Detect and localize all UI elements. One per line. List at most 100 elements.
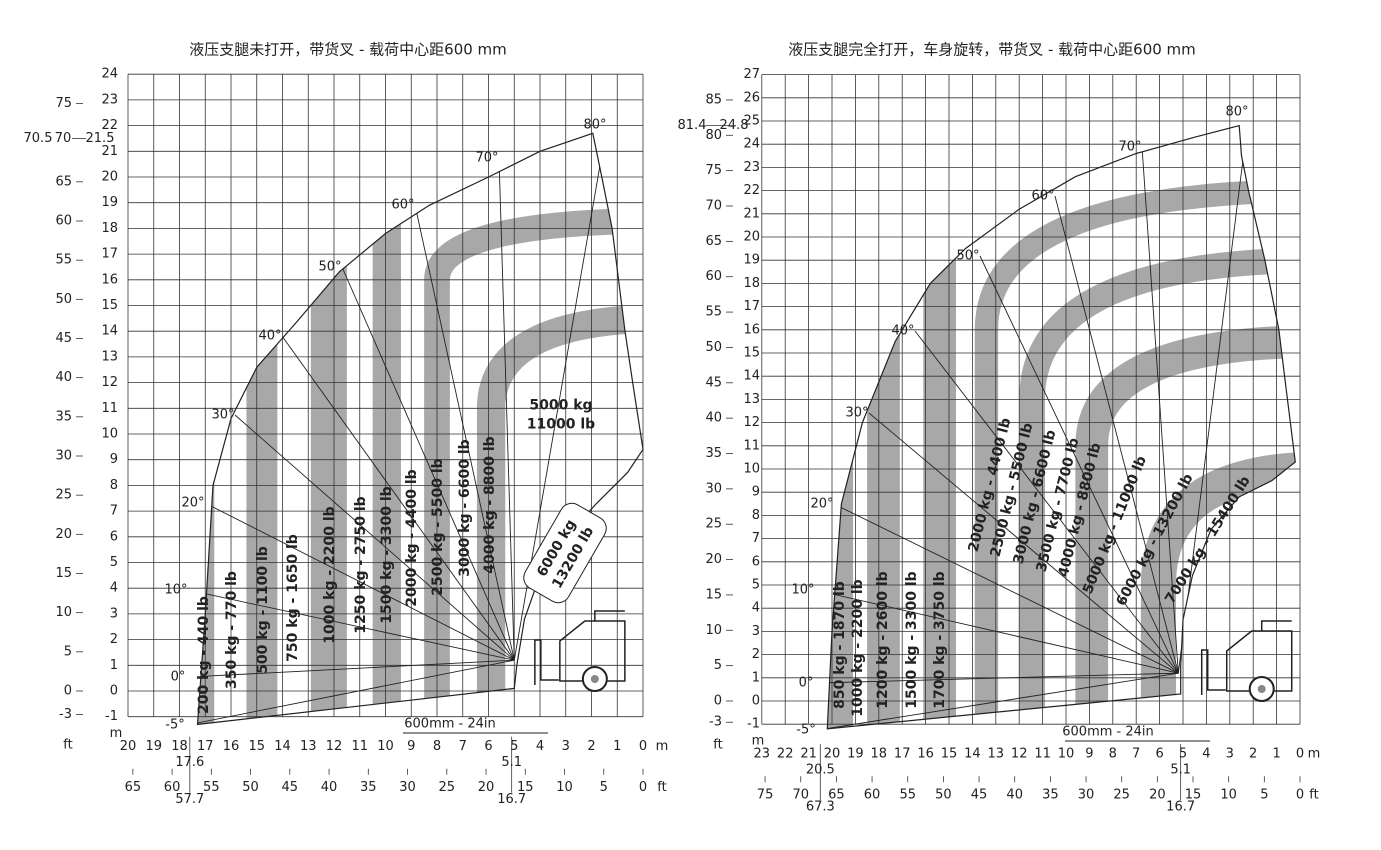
band-label: 750 kg - 1650 lb	[285, 534, 301, 662]
y-ft-tick-label: 20	[705, 552, 722, 567]
x-tick-label: 0	[639, 739, 647, 754]
y-ft-tick-label: 60	[55, 213, 72, 228]
y-tick-label: 4	[110, 581, 118, 596]
angle-label: 40°	[891, 324, 914, 339]
x-m-special-label: 5.1	[501, 755, 522, 770]
x-tick-label: 12	[1011, 747, 1028, 762]
angle-line	[204, 502, 515, 661]
x-tick-label: 14	[964, 747, 981, 762]
y-tick-label: 7	[110, 504, 118, 519]
y-tick-label: 26	[743, 90, 760, 105]
angle-label: 60°	[391, 198, 414, 213]
band-label: 1000 kg - 2200 lb	[850, 579, 866, 716]
y-tick-label: 22	[743, 183, 760, 198]
y-tick-label: 6	[110, 529, 118, 544]
x-ft-tick-label: 40	[321, 780, 338, 795]
gray-band	[1075, 325, 1296, 729]
x-tick-label: 20	[120, 739, 137, 754]
angle-label: 50°	[318, 260, 341, 275]
angle-line	[1177, 125, 1250, 674]
band-label: 1000 kg - 2200 lb	[322, 506, 338, 643]
y-tick-label: 15	[101, 298, 118, 313]
y-ft-tick-label: 40	[55, 370, 72, 385]
load-center-label: 600mm - 24in	[404, 717, 496, 732]
y-ft-special-label: 81.4	[678, 118, 707, 133]
x-ft-tick-label: 55	[899, 788, 916, 803]
y-tick-label: 10	[743, 462, 760, 477]
y-tick-label: 13	[101, 349, 118, 364]
x-tick-label: 9	[407, 739, 415, 754]
y-tick-label: 11	[743, 438, 760, 453]
angle-label: 0°	[171, 670, 186, 685]
y-ft-special-label: 70	[55, 131, 72, 146]
angle-label: 10°	[791, 583, 814, 598]
y-tick-label: 16	[743, 322, 760, 337]
x-tick-label: 4	[1202, 747, 1210, 762]
angle-line	[1141, 146, 1179, 674]
load-chart: 液压支腿完全打开，车身旋转，带货叉 - 载荷中心距600 mm-10123456…	[678, 41, 1321, 815]
y-ft-tick-label: 30	[55, 448, 72, 463]
x-ft-unit: ft	[657, 780, 666, 795]
y-ft-tick-label: 55	[55, 253, 72, 268]
y-tick-label: 11	[101, 401, 118, 416]
x-tick-label: 8	[1109, 747, 1117, 762]
y-ft-tick-label: 80	[705, 128, 722, 143]
y-tick-label: 21	[743, 206, 760, 221]
x-tick-label: 5	[510, 739, 518, 754]
y-m-unit: m	[752, 734, 765, 749]
y-ft-tick-label: 75	[705, 163, 722, 178]
y-tick-label: 8	[110, 478, 118, 493]
band-label: 1500 kg - 3300 lb	[904, 571, 920, 708]
y-tick-label: 0	[752, 694, 760, 709]
angle-line	[414, 204, 515, 661]
angle-line	[234, 414, 515, 661]
x-ft-tick-label: 55	[203, 780, 220, 795]
y-ft-tick-label: 35	[705, 446, 722, 461]
band-label: 1200 kg - 2600 lb	[875, 571, 891, 708]
y-ft-tick-label: 15	[55, 566, 72, 581]
band-label: 3000 kg - 6600 lb	[457, 439, 473, 576]
x-ft-tick-label: 0	[639, 780, 647, 795]
angle-label: 80°	[583, 118, 606, 133]
y-tick-label: 6	[752, 554, 760, 569]
load-chart: 液压支腿未打开，带货叉 - 载荷中心距600 mm-10123456789101…	[24, 41, 669, 808]
x-ft-tick-label: 25	[439, 780, 456, 795]
x-m-unit: m	[1308, 747, 1321, 762]
y-tick-label: 24	[101, 67, 118, 82]
x-tick-label: 13	[300, 739, 317, 754]
y-tick-label: 1	[752, 670, 760, 685]
angle-label: 0°	[799, 676, 814, 691]
x-ft-tick-label: 10	[1220, 788, 1237, 803]
x-tick-label: 5	[1179, 747, 1187, 762]
machine	[1200, 620, 1293, 695]
y-tick-label: 18	[101, 221, 118, 236]
x-ft-tick-label: 0	[1296, 788, 1304, 803]
x-tick-label: 16	[223, 739, 240, 754]
x-tick-label: 2	[587, 739, 595, 754]
x-tick-label: 11	[1034, 747, 1051, 762]
x-tick-label: 20	[824, 747, 841, 762]
band-label: 1500 kg - 3300 lb	[379, 486, 395, 623]
x-ft-tick-label: 35	[360, 780, 377, 795]
x-tick-label: 1	[613, 739, 621, 754]
angle-line	[1054, 195, 1179, 674]
y-tick-label: 15	[743, 346, 760, 361]
gray-band	[974, 178, 1296, 729]
y-tick-label: 5	[752, 578, 760, 593]
y-tick-label: 1	[110, 658, 118, 673]
band-label: 350 kg - 770 lb	[224, 571, 240, 689]
angle-label: 70°	[1118, 140, 1141, 155]
angle-line	[197, 659, 515, 725]
label-box	[523, 502, 607, 604]
y-ft-tick-label: 20	[55, 527, 72, 542]
y-ft-tick-label: 70	[705, 199, 722, 214]
stacked-label-line: 11000 lb	[527, 417, 595, 433]
x-tick-label: 18	[171, 739, 188, 754]
y-ft-tick-label: 50	[705, 340, 722, 355]
x-tick-label: 15	[941, 747, 958, 762]
x-tick-label: 19	[145, 739, 162, 754]
x-tick-label: 10	[1058, 747, 1075, 762]
angle-line	[827, 672, 1179, 729]
stacked-label: 5000 kg 11000 lb	[527, 398, 595, 433]
x-ft-tick-label: 40	[1006, 788, 1023, 803]
